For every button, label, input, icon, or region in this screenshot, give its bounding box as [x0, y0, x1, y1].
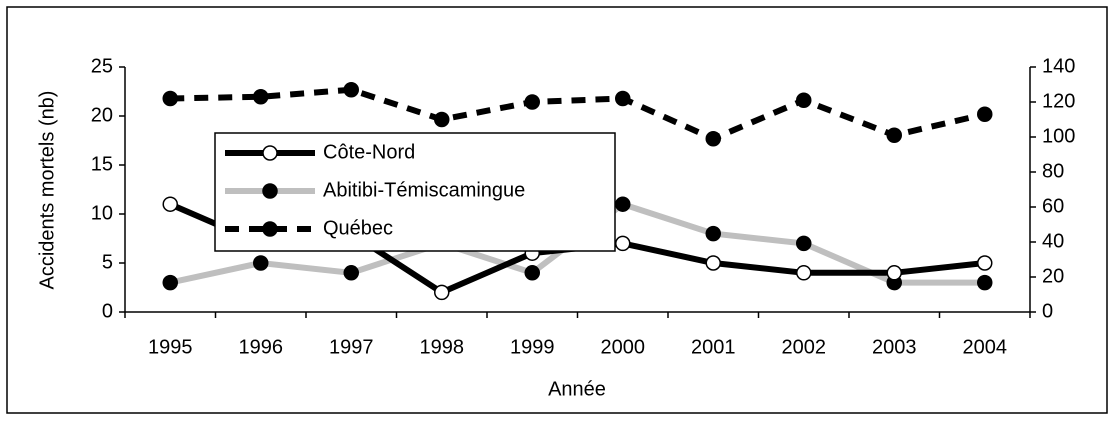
- x-tick-label: 2002: [782, 336, 827, 358]
- y-tick-label: 0: [102, 300, 113, 322]
- y-axis-label: Accidents mortels (nb): [36, 91, 58, 290]
- y2-tick-label: 120: [1042, 90, 1075, 112]
- data-point: [796, 92, 812, 108]
- x-tick-label: 2001: [691, 336, 736, 358]
- series-line: [170, 86, 986, 143]
- data-point: [705, 255, 721, 271]
- x-tick-label: 2004: [963, 336, 1008, 358]
- y-tick-label: 15: [91, 153, 113, 175]
- y2-tick-label: 100: [1042, 125, 1075, 147]
- data-point: [343, 82, 359, 98]
- data-point: [434, 111, 450, 128]
- y-tick-label: 20: [91, 104, 113, 126]
- legend-marker: [262, 183, 278, 199]
- data-point: [615, 196, 631, 212]
- x-tick-label: 1998: [420, 336, 465, 358]
- data-point: [977, 106, 993, 122]
- y-tick-label: 5: [102, 251, 113, 273]
- data-point: [977, 274, 993, 291]
- data-point: [524, 94, 540, 110]
- y-tick-label: 10: [91, 202, 113, 224]
- data-point: [615, 90, 631, 107]
- legend-label: Québec: [323, 217, 393, 239]
- x-axis-label: Année: [548, 378, 606, 400]
- data-point: [524, 265, 540, 281]
- x-tick-label: 2003: [872, 336, 917, 358]
- data-point: [343, 265, 359, 281]
- y2-tick-label: 20: [1042, 265, 1064, 287]
- data-point: [977, 255, 993, 271]
- data-point: [253, 255, 269, 271]
- data-point: [796, 235, 812, 252]
- data-point: [615, 235, 631, 252]
- y-tick-label: 25: [91, 55, 113, 77]
- data-point: [162, 274, 178, 291]
- y2-tick-label: 140: [1042, 55, 1075, 77]
- x-tick-label: 1997: [329, 336, 374, 358]
- data-point: [886, 127, 902, 143]
- data-point: [162, 90, 178, 107]
- x-tick-label: 1999: [510, 336, 555, 358]
- legend-marker: [262, 221, 278, 237]
- legend-label: Côte-Nord: [323, 141, 415, 163]
- y2-tick-label: 60: [1042, 195, 1064, 217]
- legend-label: Abitibi-Témiscamingue: [323, 179, 525, 201]
- data-point: [705, 225, 721, 242]
- legend-marker: [262, 145, 278, 161]
- data-point: [253, 89, 269, 105]
- data-point: [886, 265, 902, 281]
- x-tick-label: 1995: [148, 336, 193, 358]
- y2-tick-label: 40: [1042, 230, 1064, 252]
- data-point: [434, 284, 450, 301]
- y2-tick-label: 80: [1042, 160, 1064, 182]
- data-point: [796, 265, 812, 281]
- x-tick-label: 1996: [239, 336, 284, 358]
- y2-tick-label: 0: [1042, 300, 1053, 322]
- data-point: [162, 196, 178, 212]
- x-tick-label: 2000: [601, 336, 646, 358]
- data-point: [705, 131, 721, 147]
